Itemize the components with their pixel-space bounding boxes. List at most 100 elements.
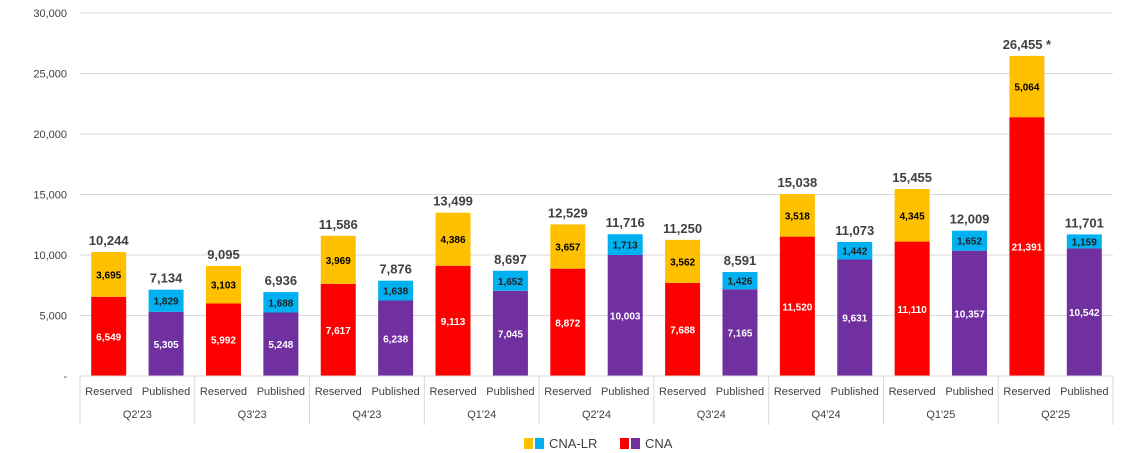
bar-segment-cna-lr <box>378 280 414 301</box>
data-label-cna-lr: 1,713 <box>613 241 638 252</box>
x-group-label: Q2'23 <box>123 409 152 421</box>
data-label-cna: 10,357 <box>954 309 985 320</box>
bar-segment-cna <box>263 312 299 376</box>
y-tick-label: 15,000 <box>33 190 67 202</box>
legend-swatch <box>535 438 544 449</box>
bar-segment-cna-lr <box>148 289 184 312</box>
x-group-label: Q1'24 <box>467 409 496 421</box>
x-group-label: Q2'25 <box>1041 409 1070 421</box>
bar-segment-cna-lr <box>91 252 127 297</box>
data-label-cna: 7,688 <box>670 325 695 336</box>
x-tick-label: Reserved <box>774 386 821 398</box>
x-tick-label: Reserved <box>85 386 132 398</box>
y-tick-label: 5,000 <box>39 311 67 323</box>
bar-segment-cna <box>779 236 815 376</box>
bar-segment-cna <box>435 265 471 376</box>
x-group-label: Q3'23 <box>238 409 267 421</box>
x-axis: Reserved Published Reserved Published Reserv… <box>79 375 1114 425</box>
data-label-cna: 9,113 <box>441 317 466 328</box>
x-group-label: Q4'23 <box>352 409 381 421</box>
data-label-cna-lr: 1,426 <box>727 277 752 288</box>
data-label-total: 11,250 <box>663 221 702 236</box>
data-label-cna: 6,549 <box>96 332 121 343</box>
legend-swatch <box>631 438 640 449</box>
data-label-total: 12,009 <box>950 212 990 227</box>
data-label-cna: 5,305 <box>154 340 179 351</box>
bar-segment-cna-lr <box>665 239 701 283</box>
data-label-cna: 5,248 <box>268 340 293 351</box>
bar-segment-cna <box>722 289 758 376</box>
data-label-cna: 9,631 <box>842 314 867 325</box>
x-tick-label: Reserved <box>1003 386 1050 398</box>
x-group-label: Q4'24 <box>812 409 841 421</box>
x-tick-label: Published <box>1060 386 1108 398</box>
data-label-cna-lr: 5,064 <box>1014 83 1039 94</box>
data-label-cna-lr: 1,652 <box>957 237 982 248</box>
data-label-cna-lr: 1,442 <box>842 247 867 258</box>
x-tick-label: Published <box>486 386 534 398</box>
bars: 6,549 3,695 10,244 5,305 1,829 7,134 5,992 3,10… <box>89 37 1104 377</box>
data-label-cna-lr: 1,652 <box>498 277 523 288</box>
data-label-cna: 6,238 <box>383 334 408 345</box>
y-tick-label: 10,000 <box>33 250 67 262</box>
legend: CNA-LR CNA <box>524 436 673 451</box>
x-group-label: Q3'24 <box>697 409 726 421</box>
bar-segment-cna <box>378 300 414 376</box>
data-label-cna-lr: 4,386 <box>441 235 466 246</box>
data-label-cna-lr: 3,969 <box>326 256 351 267</box>
x-tick-label: Published <box>371 386 419 398</box>
data-label-total: 26,455 * <box>1003 37 1052 52</box>
data-label-cna: 10,003 <box>610 311 641 322</box>
data-label-total: 11,073 <box>835 223 874 238</box>
data-label-cna: 7,045 <box>498 329 523 340</box>
data-label-cna-lr: 4,345 <box>900 211 925 222</box>
bar-segment-cna <box>205 303 241 376</box>
gridlines <box>80 12 1113 377</box>
data-label-total: 7,876 <box>379 262 412 277</box>
bar-segment-cna-lr <box>1066 234 1102 249</box>
data-label-total: 9,095 <box>207 247 240 262</box>
x-tick-label: Reserved <box>200 386 247 398</box>
bar-segment-cna-lr <box>952 230 988 251</box>
data-label-cna-lr: 3,518 <box>785 211 810 222</box>
data-label-cna-lr: 3,657 <box>555 243 580 254</box>
bar-segment-cna-lr <box>263 292 299 313</box>
data-label-cna: 7,617 <box>326 326 351 337</box>
data-label-cna: 8,872 <box>555 318 580 329</box>
data-label-total: 11,701 <box>1065 215 1104 230</box>
data-label-cna: 5,992 <box>211 336 236 347</box>
data-label-total: 7,134 <box>150 271 183 286</box>
bar-segment-cna-lr <box>779 194 815 237</box>
y-axis-ticks: - 5,000 10,000 15,000 20,000 25,000 30,000 <box>33 8 67 383</box>
data-label-cna: 7,165 <box>727 329 752 340</box>
data-label-cna: 11,110 <box>897 305 927 316</box>
bar-segment-cna <box>952 250 988 376</box>
x-tick-label: Published <box>945 386 993 398</box>
legend-label: CNA-LR <box>549 436 597 451</box>
bar-segment-cna-lr <box>492 270 528 291</box>
bar-segment-cna <box>894 241 930 376</box>
data-label-cna-lr: 3,562 <box>670 257 695 268</box>
data-label-total: 11,586 <box>319 217 358 232</box>
data-label-total: 11,716 <box>606 215 645 230</box>
data-label-cna-lr: 1,688 <box>268 298 293 309</box>
y-tick-label: 20,000 <box>33 129 67 141</box>
data-label-cna: 10,542 <box>1069 308 1100 319</box>
bar-segment-cna <box>492 290 528 376</box>
x-tick-label: Published <box>716 386 764 398</box>
bar-segment-cna-lr <box>320 235 356 284</box>
data-label-cna-lr: 1,829 <box>154 297 179 308</box>
y-tick-label: - <box>63 371 67 383</box>
bar-segment-cna <box>320 283 356 376</box>
x-tick-label: Reserved <box>659 386 706 398</box>
x-group-label: Q2'24 <box>582 409 611 421</box>
bar-segment-cna <box>550 268 586 376</box>
data-label-total: 12,529 <box>548 205 588 220</box>
data-label-cna: 21,391 <box>1012 243 1043 254</box>
bar-segment-cna <box>148 311 184 376</box>
bar-segment-cna <box>607 254 643 376</box>
bar-segment-cna-lr <box>205 265 241 304</box>
bar-segment-cna <box>665 282 701 376</box>
x-tick-label: Reserved <box>889 386 936 398</box>
x-tick-label: Reserved <box>429 386 476 398</box>
